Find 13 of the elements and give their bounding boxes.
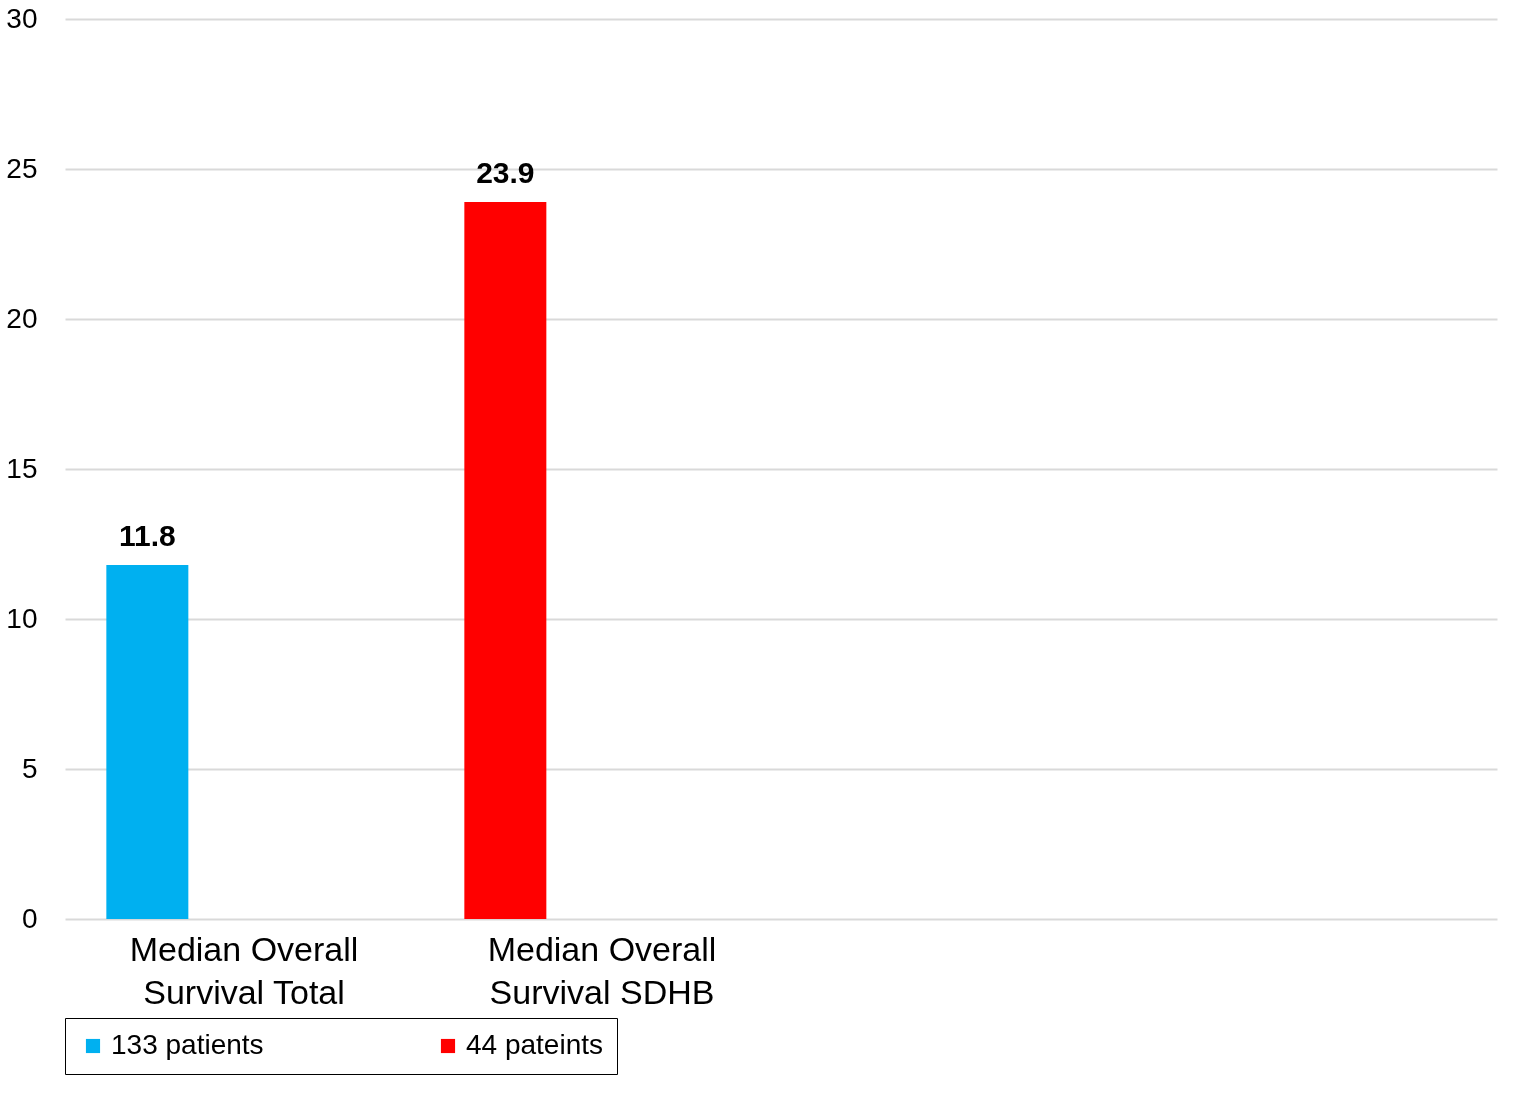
y-tick-label: 0	[21, 902, 38, 934]
legend-label: 44 pateints	[466, 1029, 603, 1060]
y-tick-label: 30	[6, 2, 38, 34]
y-tick-label: 25	[6, 152, 38, 184]
x-tick-label: Median Overall Survival SDHB	[487, 929, 717, 1011]
y-tick-label: 15	[6, 452, 38, 484]
y-tick-label: 5	[21, 752, 38, 784]
x-tick-label: Median Overall Survival Total	[129, 929, 359, 1011]
y-tick-label: 10	[6, 602, 38, 634]
y-tick-label: 20	[6, 302, 38, 334]
data-label: 11.8	[118, 519, 176, 552]
legend-label: 133 patients	[111, 1029, 264, 1060]
data-label: 23.9	[476, 156, 535, 189]
